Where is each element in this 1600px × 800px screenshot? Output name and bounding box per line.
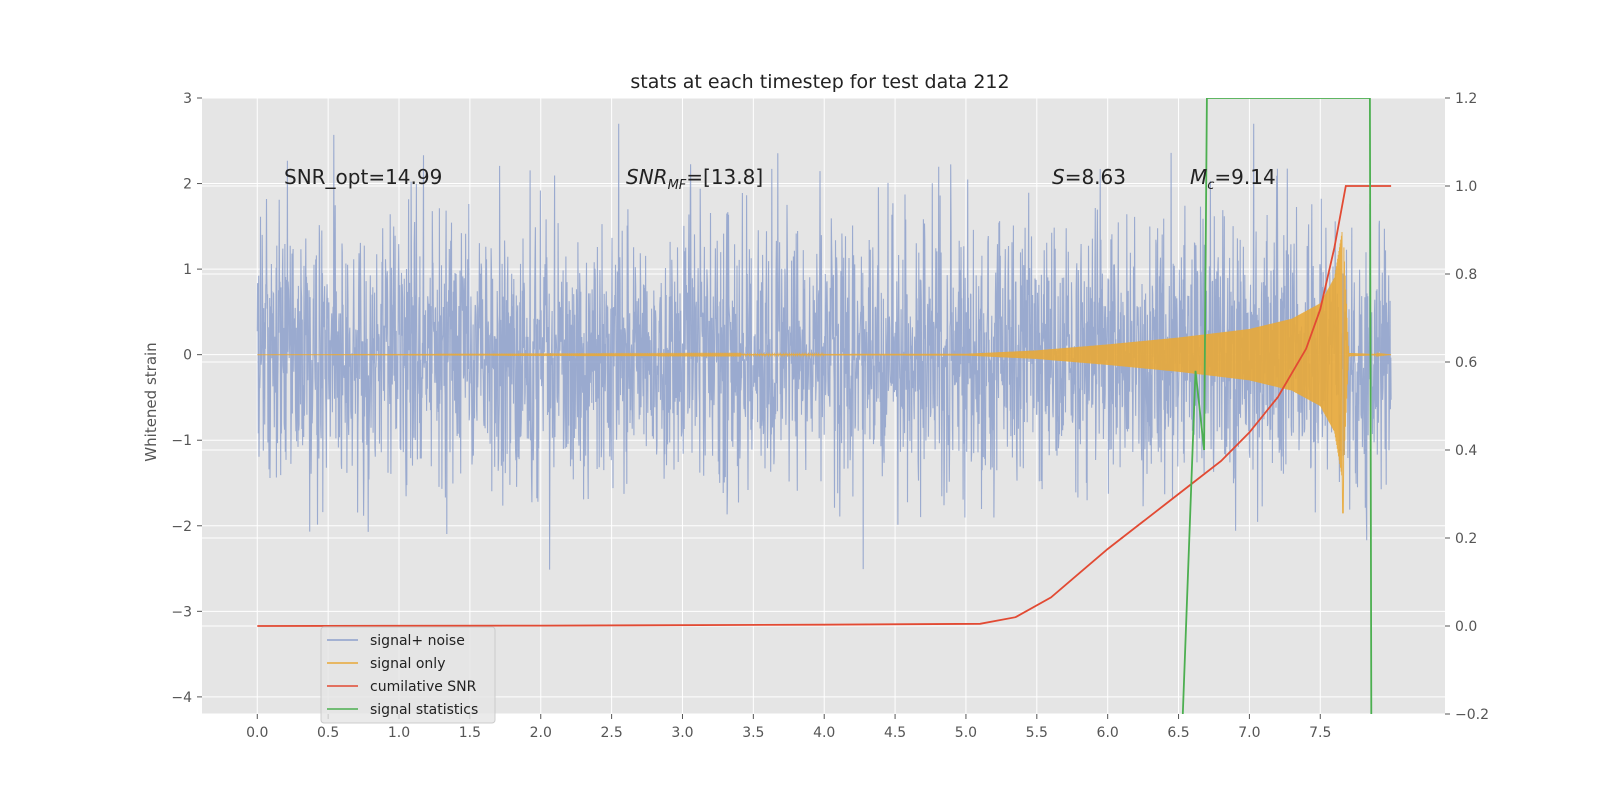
series-signal-statistics	[1181, 98, 1373, 714]
x-tick-label: 1.5	[459, 725, 481, 741]
x-tick-label: 7.5	[1309, 725, 1331, 741]
x-tick-label: 5.0	[955, 725, 977, 741]
y2-tick-label: 0.4	[1455, 443, 1477, 459]
legend-label-noise: signal+ noise	[370, 633, 465, 649]
annotation-mc: Mc=9.14	[1190, 165, 1276, 193]
y2-tick-label: 0.6	[1455, 355, 1477, 371]
series-signal-noise	[256, 123, 1392, 570]
x-tick-label: 6.5	[1167, 725, 1189, 741]
x-tick-label: 7.0	[1238, 725, 1260, 741]
y2-tick-label: 0.0	[1455, 619, 1477, 635]
legend-label-snr: cumilative SNR	[370, 679, 477, 695]
y-tick-label: 3	[183, 91, 192, 107]
y-tick-label: 1	[183, 262, 192, 278]
legend-label-signal: signal only	[370, 656, 445, 672]
x-tick-label: 4.0	[813, 725, 835, 741]
annotations: SNR_opt=14.99 SNRMF=[13.8] S=8.63 Mc=9.1…	[284, 165, 1276, 193]
y2-tick-label: −0.2	[1455, 707, 1489, 723]
x-tick-label: 4.5	[884, 725, 906, 741]
series-line-signal-only	[257, 231, 1392, 514]
y2-tick-label: 0.8	[1455, 267, 1477, 283]
x-tick-label: 1.0	[388, 725, 410, 741]
y-axis-label: Whitened strain	[142, 342, 160, 461]
y-tick-label: 2	[183, 177, 192, 193]
y-tick-label: −2	[171, 519, 192, 535]
annotation-snr-mf: SNRMF=[13.8]	[626, 165, 763, 193]
x-tick-label: 5.5	[1026, 725, 1048, 741]
chart-title: stats at each timestep for test data 212	[630, 71, 1009, 93]
legend: signal+ noise signal only cumilative SNR…	[320, 626, 496, 724]
y-tick-label: −1	[171, 433, 192, 449]
x-tick-label: 2.5	[600, 725, 622, 741]
y-tick-label: 0	[183, 348, 192, 364]
axis-ticks: 0.0 0.5 1.0 1.5 2.0 2.5 3.0 3.5 4.0 4.5 5.0 5.5 6.0 6…	[171, 91, 1489, 741]
x-tick-label: 2.0	[530, 725, 552, 741]
legend-label-stats: signal statistics	[370, 702, 478, 718]
x-tick-label: 3.0	[671, 725, 693, 741]
x-tick-label: 0.5	[317, 725, 339, 741]
x-tick-label: 6.0	[1097, 725, 1119, 741]
x-tick-label: 0.0	[246, 725, 268, 741]
y-tick-label: −4	[171, 690, 192, 706]
series-cumulative-snr	[257, 185, 1392, 627]
y2-tick-label: 1.2	[1455, 91, 1477, 107]
series-line-signal-statistics	[1181, 98, 1373, 714]
annotation-s: S=8.63	[1052, 165, 1126, 189]
y2-tick-label: 0.2	[1455, 531, 1477, 547]
series-line-signal-noise	[256, 123, 1392, 570]
y2-tick-label: 1.0	[1455, 179, 1477, 195]
annotation-snr-opt: SNR_opt=14.99	[284, 165, 442, 189]
x-tick-label: 3.5	[742, 725, 764, 741]
legend-box	[320, 626, 496, 724]
series-signal-only	[257, 231, 1392, 514]
series-line-cumulative-snr	[257, 185, 1392, 627]
y-tick-label: −3	[171, 604, 192, 620]
